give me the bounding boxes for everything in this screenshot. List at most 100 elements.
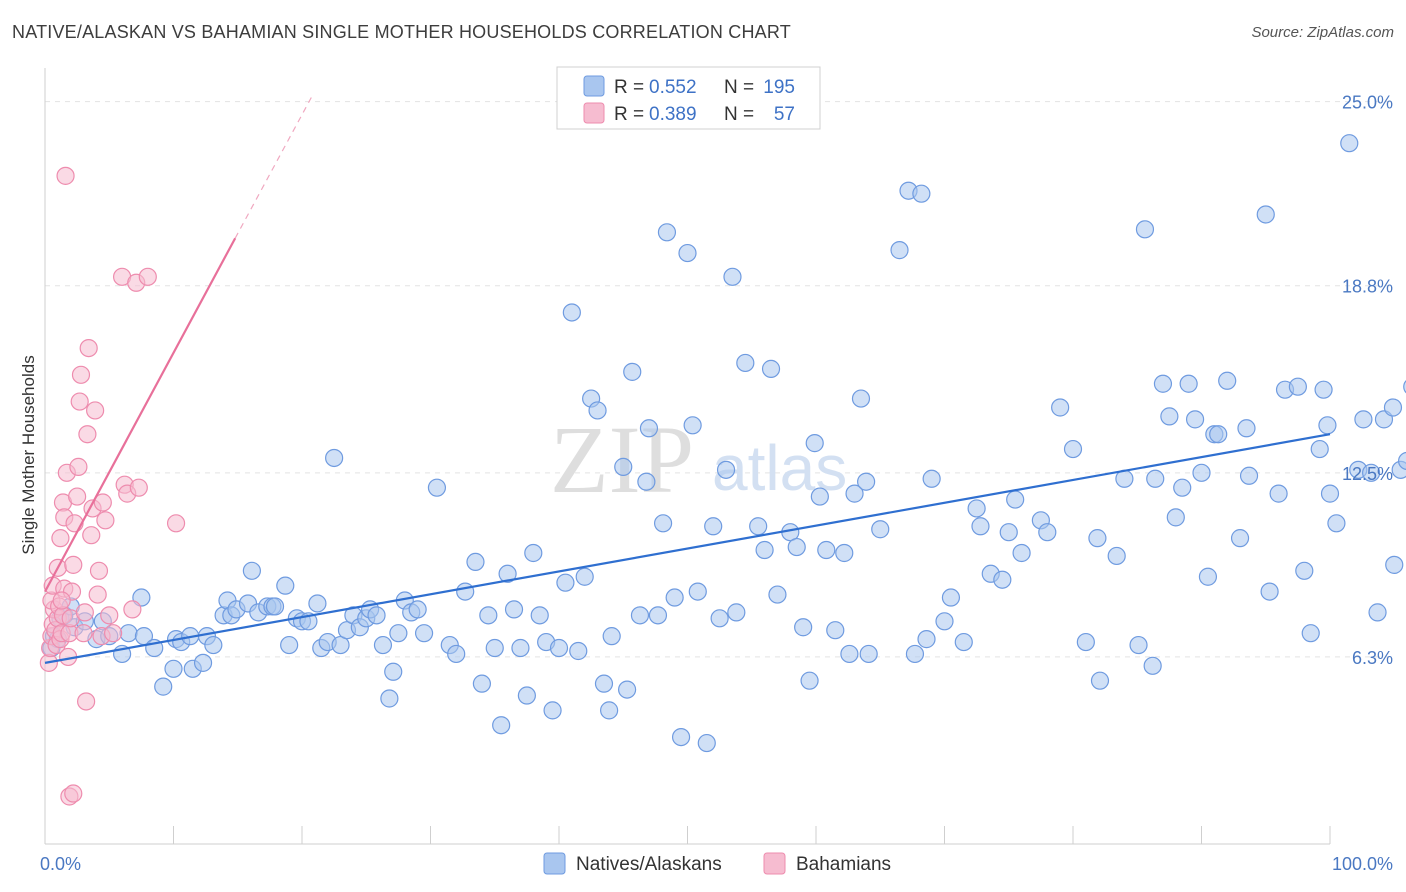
legend-n-label-1: N = [724, 77, 754, 98]
point-natives [530, 606, 549, 625]
legend-swatch-pink [583, 102, 605, 124]
point-bahamians [69, 457, 88, 476]
point-natives [749, 517, 768, 536]
point-natives [630, 606, 650, 625]
bottom-legend-bahamians: Bahamians [796, 854, 891, 875]
point-natives [912, 184, 931, 203]
point-natives [1012, 543, 1031, 563]
point-natives [851, 389, 871, 408]
point-natives [954, 632, 973, 652]
point-natives [890, 241, 909, 260]
point-natives [637, 472, 656, 491]
point-natives [498, 564, 517, 583]
trend-line-natives [44, 433, 1331, 664]
point-bahamians [123, 600, 142, 619]
point-natives [1237, 419, 1256, 438]
point-bahamians [68, 487, 87, 506]
point-natives [1063, 439, 1083, 459]
point-natives [1354, 410, 1373, 429]
point-natives [1129, 635, 1148, 655]
point-natives [204, 635, 223, 655]
point-bahamians [82, 526, 101, 545]
point-bahamians [93, 493, 112, 512]
point-natives [1218, 371, 1237, 390]
point-natives [639, 419, 659, 438]
point-natives [941, 588, 961, 607]
point-natives [556, 573, 575, 592]
y-tick-label: 25.0% [1342, 93, 1393, 113]
x-tick-label-min: 0.0% [40, 854, 81, 874]
point-natives [768, 585, 787, 604]
point-natives [414, 624, 434, 643]
point-bahamians [104, 624, 123, 643]
grid-lines [45, 101, 1393, 658]
point-natives [456, 582, 475, 601]
point-natives [164, 659, 183, 678]
point-natives [154, 677, 173, 696]
point-natives [472, 674, 491, 693]
point-natives [280, 635, 299, 655]
point-natives [325, 448, 344, 468]
point-bahamians [74, 624, 93, 643]
y-tick-label: 18.8% [1342, 277, 1393, 297]
point-bahamians [86, 401, 105, 420]
point-natives [479, 606, 498, 625]
point-natives [1135, 220, 1155, 239]
point-bahamians [56, 166, 75, 185]
point-bahamians [65, 514, 84, 533]
legend-swatch-blue [583, 75, 605, 97]
point-natives [1383, 398, 1403, 417]
point-natives [805, 434, 824, 453]
point-natives [623, 362, 642, 381]
point-natives [594, 674, 614, 693]
series-natives-points [42, 134, 1406, 753]
point-natives [671, 727, 691, 747]
point-natives [1198, 567, 1218, 586]
point-natives [276, 576, 295, 595]
point-natives [1301, 624, 1320, 643]
point-natives [1076, 632, 1095, 652]
point-natives [810, 487, 829, 506]
legend-r-label-2: R = [614, 104, 644, 125]
point-natives [569, 641, 588, 661]
point-natives [1256, 205, 1275, 224]
y-tick-label: 6.3% [1352, 648, 1393, 668]
legend-r-label-1: R = [614, 77, 644, 98]
point-natives [600, 701, 619, 720]
point-natives [1006, 490, 1025, 509]
trend-line-bahamians-extension [234, 95, 313, 239]
point-natives [511, 638, 530, 658]
point-natives [549, 638, 569, 658]
legend-r-value-1: 0.552 [649, 77, 697, 98]
point-natives [1038, 523, 1057, 542]
trend-lines [44, 95, 1331, 664]
point-natives [265, 597, 285, 616]
point-natives [1090, 671, 1110, 690]
point-natives [524, 543, 543, 563]
point-natives [1327, 514, 1346, 533]
point-natives [755, 540, 774, 560]
point-natives [1340, 134, 1359, 153]
point-natives [1051, 398, 1070, 417]
y-tick-label: 12.5% [1342, 464, 1393, 484]
legend-r-value-2: 0.389 [649, 104, 697, 125]
point-natives [922, 469, 941, 488]
point-natives [242, 561, 261, 580]
x-tick-label-max: 100.0% [1332, 854, 1393, 874]
point-natives [384, 662, 403, 681]
point-natives [845, 484, 864, 503]
point-bahamians [129, 478, 148, 497]
point-natives [1192, 463, 1211, 482]
point-natives [817, 540, 836, 560]
point-bahamians [52, 591, 71, 610]
point-bahamians [79, 338, 98, 358]
point-natives [492, 716, 511, 735]
point-natives [1310, 439, 1329, 459]
point-natives [1239, 466, 1259, 485]
point-natives [697, 733, 716, 753]
point-natives [657, 223, 677, 242]
point-natives [380, 689, 399, 708]
point-natives [1166, 508, 1185, 527]
point-natives [308, 594, 327, 613]
